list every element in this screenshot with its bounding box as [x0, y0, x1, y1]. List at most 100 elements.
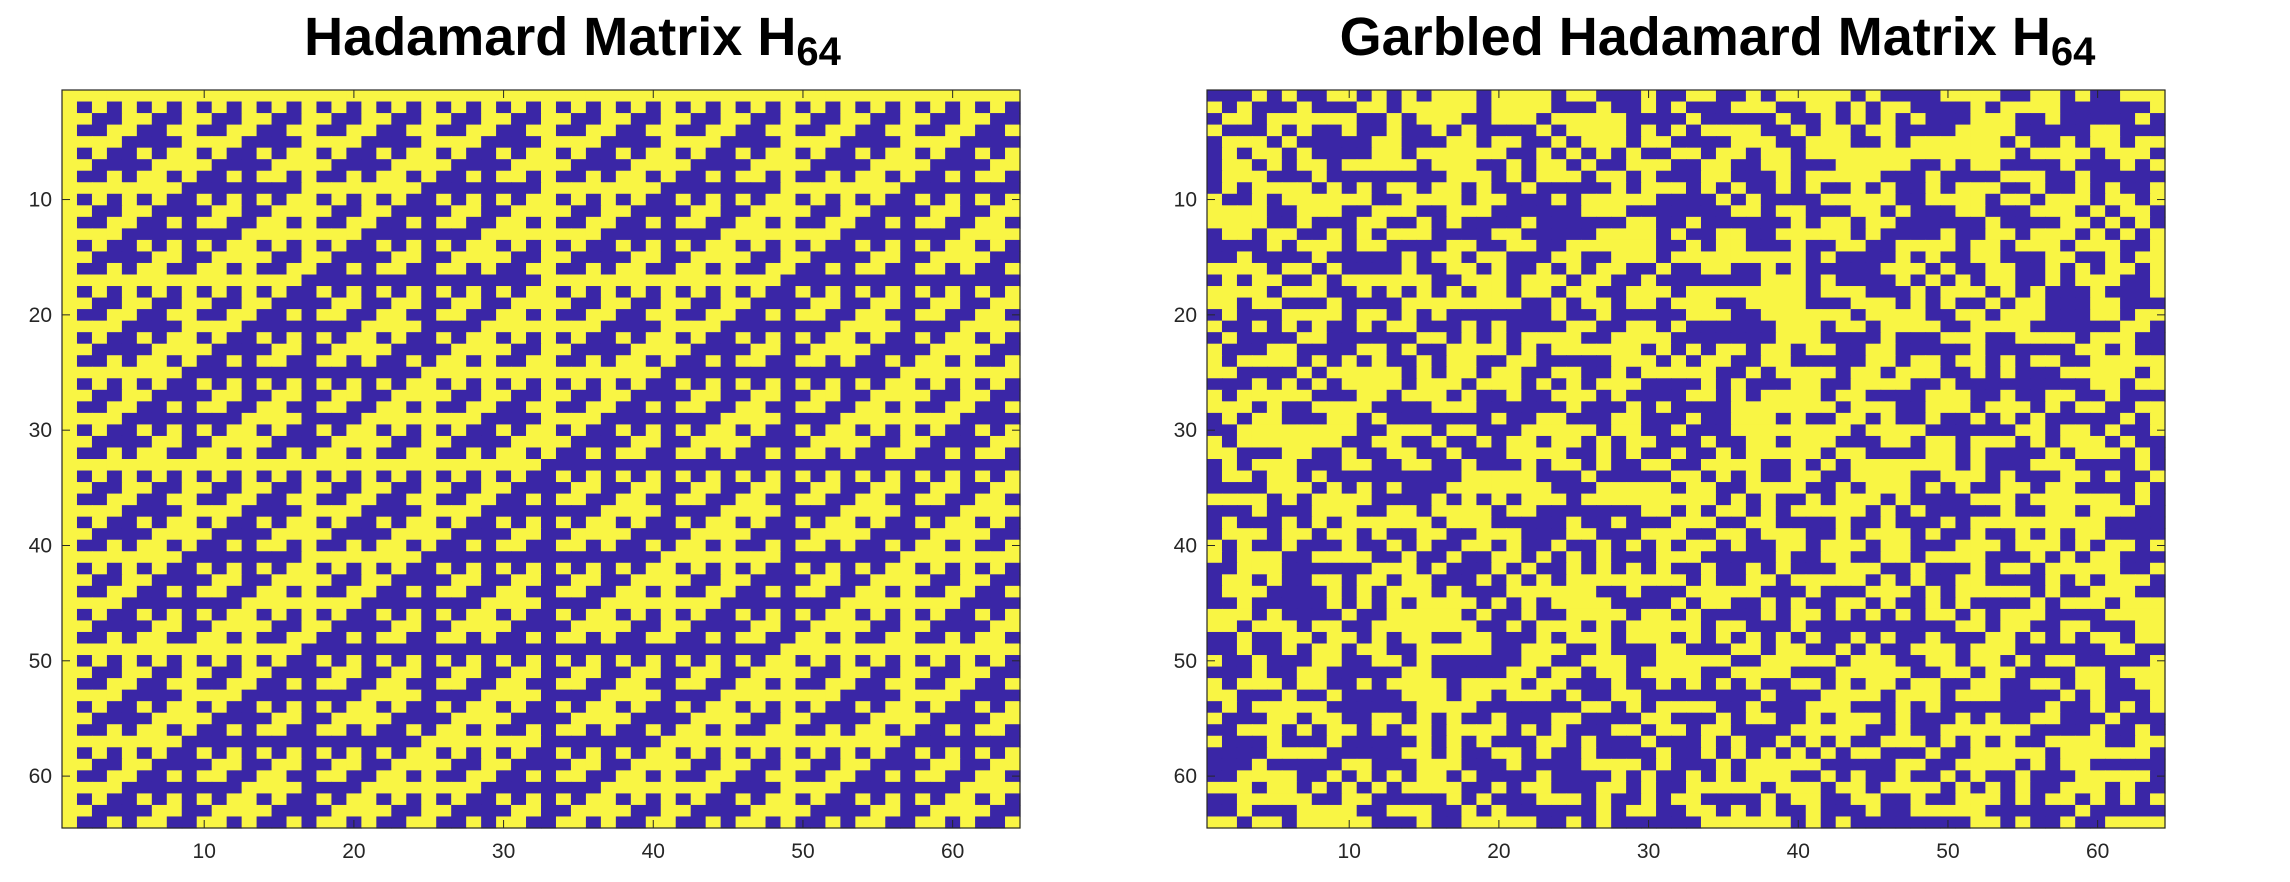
- heatmap-cell: [1700, 228, 1717, 241]
- heatmap-cell: [211, 412, 228, 426]
- heatmap-cell: [256, 228, 273, 241]
- heatmap-cell: [166, 412, 183, 426]
- heatmap-cell: [286, 724, 303, 737]
- heatmap-cell: [301, 597, 318, 610]
- heatmap-cell: [406, 793, 422, 806]
- heatmap-cell: [211, 309, 228, 322]
- heatmap-cell: [256, 655, 273, 668]
- heatmap-cell: [1611, 90, 1627, 103]
- heatmap-cell: [765, 435, 782, 449]
- heatmap-cell: [1371, 216, 1388, 229]
- heatmap-cell: [196, 378, 213, 391]
- heatmap-cell: [196, 136, 213, 149]
- heatmap-cell: [870, 228, 886, 241]
- heatmap-cell: [585, 516, 602, 529]
- heatmap-cell: [585, 389, 602, 402]
- heatmap-cell: [511, 320, 527, 333]
- heatmap-cell: [361, 724, 377, 737]
- heatmap-cell: [900, 401, 916, 414]
- heatmap-cell: [840, 724, 856, 737]
- heatmap-cell: [750, 505, 767, 518]
- heatmap-cell: [466, 597, 482, 610]
- heatmap-cell: [555, 770, 572, 783]
- heatmap-cell: [915, 689, 931, 702]
- heatmap-cell: [226, 631, 243, 645]
- heatmap-cell: [226, 366, 243, 379]
- heatmap-cell: [900, 239, 916, 253]
- heatmap-cell: [2120, 205, 2136, 218]
- heatmap-cell: [1341, 228, 1358, 241]
- heatmap-cell: [526, 735, 542, 748]
- heatmap-cell: [466, 101, 482, 114]
- heatmap-cell: [720, 90, 737, 103]
- heatmap-cell: [645, 297, 662, 310]
- heatmap-cell: [1536, 228, 1552, 241]
- heatmap-cell: [870, 159, 886, 172]
- heatmap-cell: [780, 159, 797, 172]
- heatmap-cell: [466, 781, 482, 795]
- heatmap-cell: [286, 205, 303, 218]
- heatmap-cell: [750, 781, 767, 795]
- heatmap-cell: [600, 608, 617, 622]
- heatmap-cell: [106, 124, 123, 137]
- heatmap-cell: [1356, 124, 1373, 137]
- heatmap-cell: [1835, 228, 1852, 241]
- heatmap-cell: [331, 620, 348, 633]
- heatmap-cell: [361, 459, 377, 472]
- heatmap-cell: [660, 286, 677, 299]
- heatmap-cell: [1005, 124, 1021, 137]
- heatmap-cell: [750, 459, 767, 472]
- heatmap-cell: [76, 758, 93, 771]
- heatmap-cell: [361, 666, 377, 679]
- heatmap-cell: [211, 516, 228, 529]
- heatmap-cell: [2090, 205, 2106, 218]
- heatmap-cell: [660, 447, 677, 460]
- heatmap-cell: [825, 366, 841, 379]
- heatmap-cell: [675, 447, 692, 460]
- heatmap-cell: [361, 90, 377, 103]
- heatmap-cell: [286, 816, 303, 829]
- heatmap-cell: [196, 216, 213, 229]
- heatmap-cell: [840, 320, 856, 333]
- heatmap-cell: [226, 735, 243, 748]
- heatmap-cell: [241, 585, 258, 598]
- heatmap-cell: [391, 447, 407, 460]
- heatmap-cell: [121, 678, 138, 691]
- heatmap-cell: [975, 608, 991, 622]
- heatmap-cell: [181, 459, 198, 472]
- heatmap-cell: [1251, 170, 1268, 183]
- heatmap-cell: [1790, 170, 1807, 183]
- heatmap-cell: [511, 816, 527, 829]
- heatmap-cell: [735, 562, 752, 575]
- heatmap-cell: [1551, 101, 1567, 114]
- heatmap-cell: [570, 412, 587, 426]
- heatmap-cell: [1005, 320, 1021, 333]
- heatmap-cell: [496, 643, 512, 656]
- heatmap-cell: [735, 113, 752, 126]
- heatmap-cell: [720, 781, 737, 795]
- heatmap-cell: [630, 689, 647, 702]
- heatmap-cell: [301, 701, 318, 714]
- heatmap-cell: [166, 643, 183, 656]
- heatmap-cell: [870, 516, 886, 529]
- heatmap-cell: [106, 136, 123, 149]
- heatmap-cell: [660, 332, 677, 345]
- heatmap-cell: [795, 482, 812, 495]
- heatmap-cell: [720, 113, 737, 126]
- heatmap-cell: [660, 147, 677, 160]
- heatmap-cell: [795, 735, 812, 748]
- heatmap-cell: [1005, 401, 1021, 414]
- heatmap-cell: [645, 147, 662, 160]
- heatmap-cell: [1835, 113, 1852, 126]
- heatmap-cell: [585, 124, 602, 137]
- heatmap-cell: [406, 597, 422, 610]
- heatmap-cell: [945, 482, 961, 495]
- heatmap-cell: [256, 701, 273, 714]
- heatmap-cell: [630, 516, 647, 529]
- heatmap-cell: [1296, 159, 1313, 172]
- heatmap-cell: [855, 113, 871, 126]
- heatmap-cell: [361, 608, 377, 622]
- heatmap-cell: [945, 666, 961, 679]
- heatmap-cell: [91, 297, 108, 310]
- heatmap-cell: [645, 182, 662, 195]
